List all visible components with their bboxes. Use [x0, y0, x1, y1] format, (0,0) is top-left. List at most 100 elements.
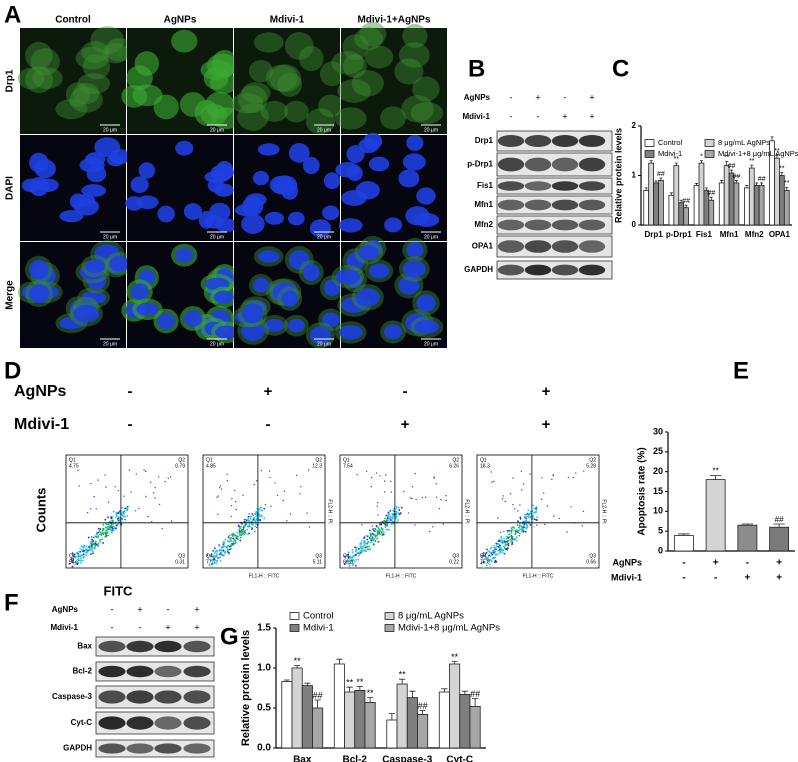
- event-dot: [351, 549, 354, 551]
- event-dot: [397, 519, 399, 521]
- micrograph: 20 μm: [335, 132, 447, 241]
- event-dot: [226, 479, 229, 482]
- event-dot: [125, 507, 128, 510]
- event-dot: [347, 557, 350, 559]
- event-dot: [229, 544, 232, 547]
- event-dot: [398, 513, 401, 516]
- event-dot: [231, 533, 234, 536]
- event-dot: [158, 476, 160, 478]
- event-dot: [380, 523, 383, 526]
- cell: [248, 59, 273, 83]
- event-dot: [512, 477, 514, 479]
- nucleus: [215, 218, 238, 233]
- cell: [30, 48, 60, 76]
- event-dot: [388, 517, 391, 520]
- event-dot: [535, 511, 537, 514]
- error-bar: [785, 186, 789, 191]
- event-dot: [368, 529, 371, 532]
- x-tick-label: Mfn2: [745, 230, 764, 239]
- legend-label: 8 μg/mL AgNPs: [398, 611, 464, 622]
- nucleus: [241, 320, 265, 341]
- blot-band: [154, 640, 182, 653]
- event-dot: [512, 526, 514, 529]
- event-dot: [234, 501, 237, 503]
- nucleus: [73, 304, 99, 323]
- blot-band: [497, 219, 525, 231]
- bar: [723, 165, 730, 226]
- event-dot: [379, 530, 382, 533]
- event-dot: [228, 545, 231, 548]
- bar: [673, 535, 694, 552]
- nucleus: [406, 241, 424, 258]
- nucleus: [323, 279, 341, 297]
- bar: [469, 706, 481, 749]
- event-dot: [506, 547, 509, 549]
- event-dot: [501, 539, 504, 542]
- event-dot: [499, 544, 501, 547]
- event-dot: [503, 545, 505, 548]
- event-dot: [510, 532, 513, 535]
- nucleus: [355, 181, 380, 200]
- event-dot: [283, 490, 286, 492]
- event-dot: [78, 485, 80, 487]
- quadrant-value: 0.31: [175, 559, 185, 565]
- micrograph: 20 μm: [121, 242, 242, 348]
- x-tick-label: Cyt-C: [446, 755, 473, 762]
- event-dot: [99, 533, 101, 536]
- nucleus: [281, 183, 299, 200]
- flow-y-axis: FL2-H :: PI: [327, 499, 333, 523]
- event-dot: [500, 549, 503, 552]
- scale-bar-label: 20 μm: [103, 234, 117, 240]
- blot-band: [183, 743, 211, 754]
- bar: [354, 690, 366, 749]
- event-dot: [491, 553, 494, 556]
- event-dot: [367, 540, 370, 543]
- event-dot: [83, 545, 86, 548]
- event-dot: [95, 540, 97, 543]
- event-dot: [488, 554, 490, 557]
- event-dot: [525, 516, 527, 518]
- event-dot: [123, 512, 126, 515]
- blot-band: [578, 219, 606, 231]
- event-dot: [381, 528, 384, 531]
- blot-band: [154, 743, 182, 754]
- event-dot: [490, 471, 493, 473]
- bar: [653, 182, 659, 226]
- event-dot: [251, 520, 254, 523]
- event-dot: [382, 533, 385, 536]
- event-dot: [100, 532, 103, 535]
- event-dot: [489, 547, 492, 550]
- event-dot: [352, 558, 355, 561]
- error-bar: [704, 187, 708, 191]
- event-dot: [111, 526, 113, 528]
- nucleus: [338, 325, 363, 340]
- error-bar: [649, 160, 653, 164]
- event-dot: [254, 513, 257, 515]
- bar: [783, 189, 790, 226]
- event-dot: [380, 526, 383, 529]
- nucleus: [29, 177, 49, 197]
- event-dot: [255, 511, 258, 514]
- protein-label: p-Drp1: [467, 160, 493, 169]
- event-dot: [95, 508, 97, 510]
- bar: [733, 182, 740, 226]
- panel-label: F: [4, 589, 19, 616]
- y-axis-label: Apoptosis rate (%): [637, 447, 648, 535]
- event-dot: [489, 554, 492, 557]
- cell: [25, 41, 53, 70]
- treatment-label: AgNPs: [52, 605, 79, 614]
- error-bar: [399, 678, 406, 684]
- event-dot: [375, 534, 377, 537]
- quadrant-value: 5.28: [586, 463, 596, 469]
- event-dot: [93, 547, 96, 550]
- event-dot: [90, 482, 92, 485]
- event-dot: [282, 499, 284, 502]
- treatment-sign: -: [128, 416, 133, 433]
- treatment-sign: -: [564, 92, 567, 102]
- event-dot: [410, 497, 412, 499]
- nucleus: [322, 205, 340, 221]
- protein-label: GAPDH: [63, 744, 92, 753]
- image-bg: [341, 28, 447, 134]
- cell: [401, 95, 434, 123]
- event-dot: [93, 495, 95, 498]
